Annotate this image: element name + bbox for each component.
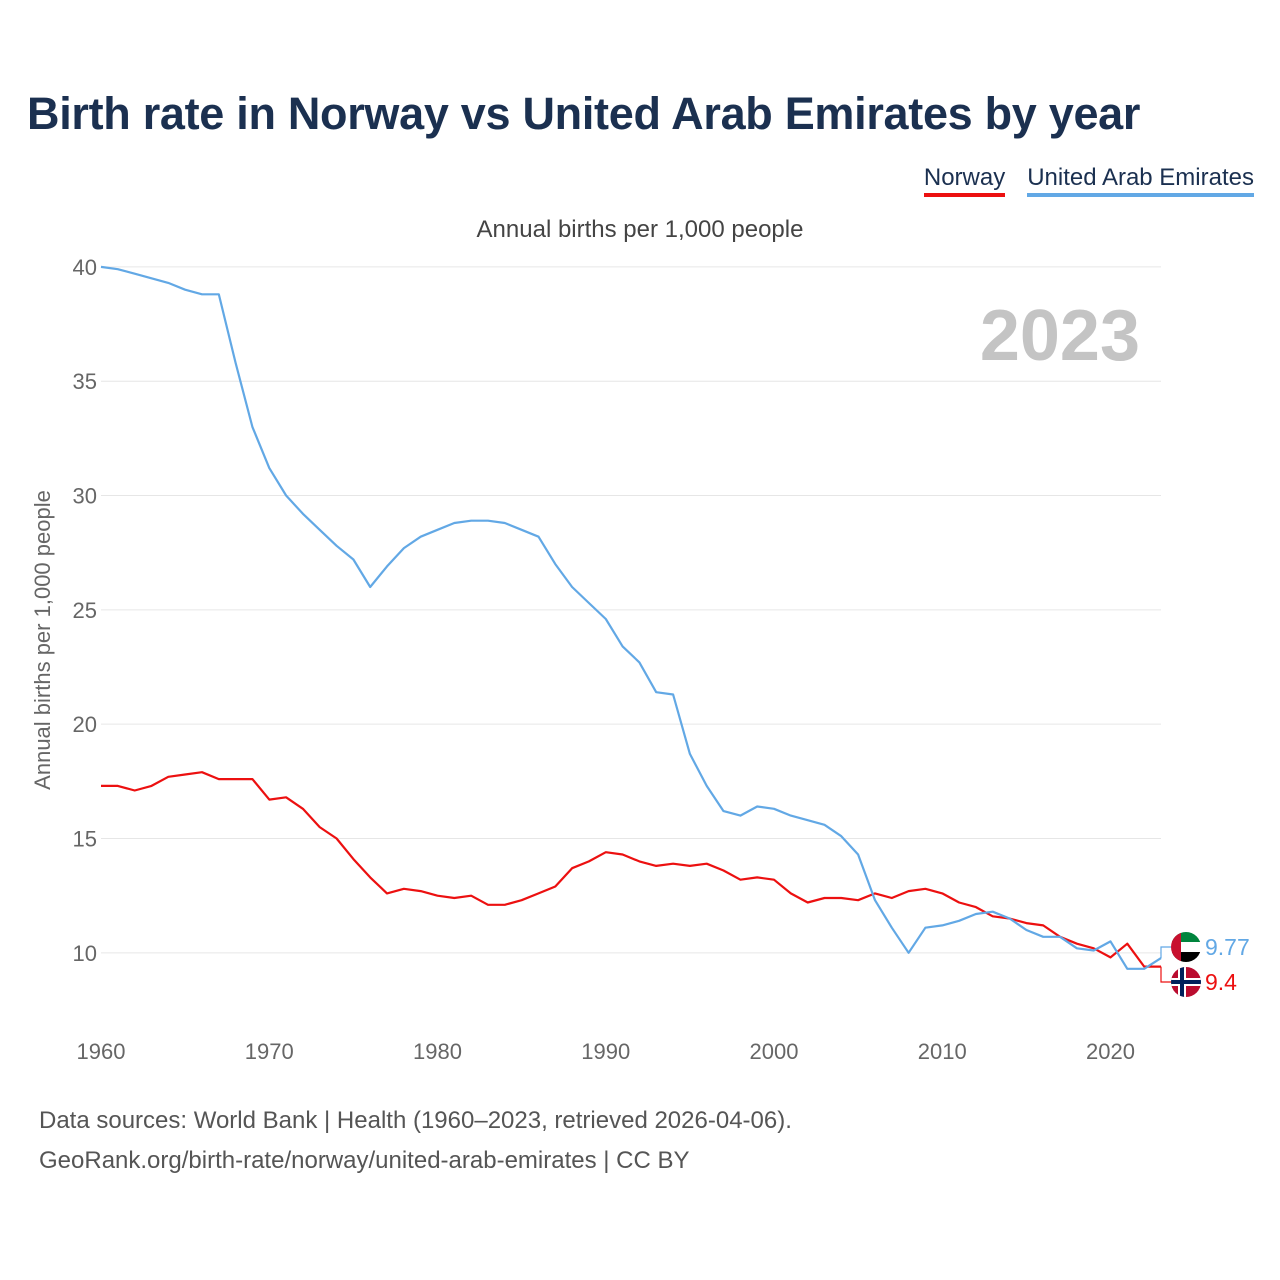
flag-band: [1171, 932, 1181, 962]
x-tick-label-1960: 1960: [77, 1039, 126, 1064]
chart-title: Birth rate in Norway vs United Arab Emir…: [27, 88, 1141, 139]
flag-band: [1171, 942, 1201, 952]
footer-sources: Data sources: World Bank | Health (1960–…: [39, 1107, 792, 1134]
legend: Norway United Arab Emirates: [923, 164, 1254, 197]
chart-subtitle: Annual births per 1,000 people: [476, 216, 804, 243]
y-tick-label-10: 10: [73, 941, 97, 966]
legend-item-norway[interactable]: Norway: [923, 164, 1006, 197]
year-watermark: 2023: [980, 296, 1140, 376]
flag-uae-icon: [1171, 932, 1201, 962]
legend-item-uae[interactable]: United Arab Emirates: [1027, 164, 1254, 197]
connector-norway: [1160, 966, 1171, 983]
y-tick-label-25: 25: [73, 598, 97, 623]
x-tick-label-1970: 1970: [245, 1039, 294, 1064]
flag-band: [1171, 932, 1201, 942]
series-line-norway: [101, 771, 1161, 968]
series-line-uae: [100, 265, 1162, 970]
end-label-uae: 9.77: [1205, 934, 1250, 960]
y-axis-title: Annual births per 1,000 people: [30, 490, 55, 790]
x-tick-label-1990: 1990: [581, 1039, 630, 1064]
flag-band: [1171, 952, 1201, 962]
y-tick-label-40: 40: [73, 255, 97, 280]
connector-uae: [1160, 946, 1171, 959]
x-tick-label-2010: 2010: [918, 1039, 967, 1064]
x-tick-label-2020: 2020: [1086, 1039, 1135, 1064]
y-tick-label-35: 35: [73, 369, 97, 394]
footer-link[interactable]: GeoRank.org/birth-rate/norway/united-ara…: [39, 1147, 690, 1174]
y-tick-label-20: 20: [73, 712, 97, 737]
x-tick-label-2000: 2000: [750, 1039, 799, 1064]
x-tick-label-1980: 1980: [413, 1039, 462, 1064]
y-tick-label-30: 30: [73, 484, 97, 509]
flag-band: [1171, 980, 1201, 984]
end-label-norway: 9.4: [1205, 969, 1237, 995]
y-tick-label-15: 15: [73, 827, 97, 852]
flag-norway-icon: [1171, 967, 1201, 997]
